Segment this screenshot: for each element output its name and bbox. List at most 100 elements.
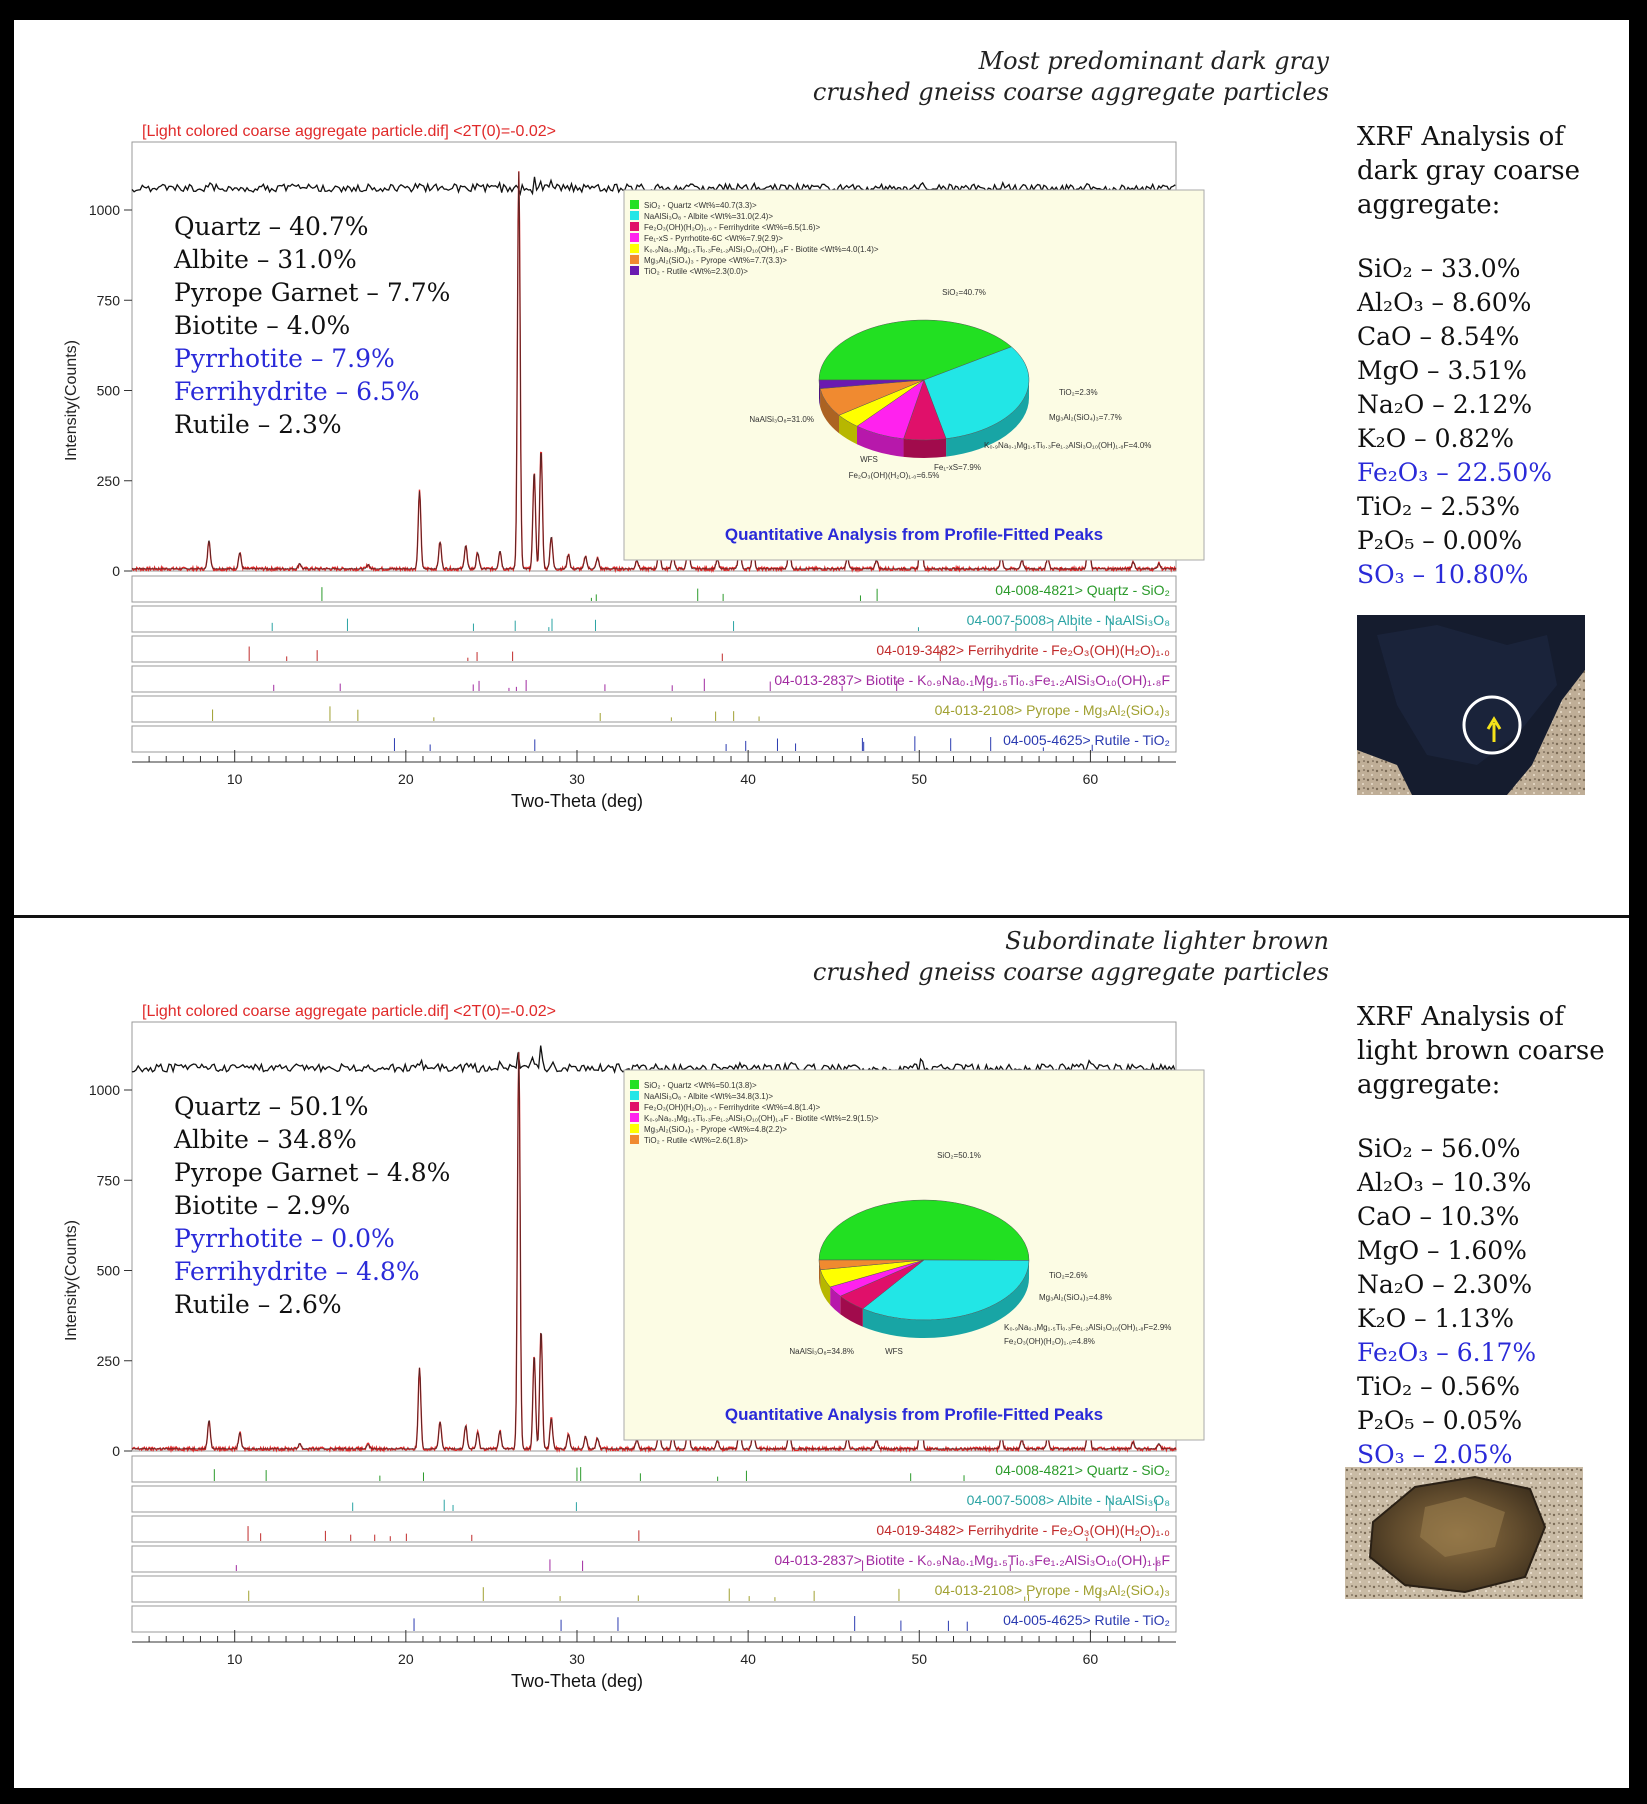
phase-strip xyxy=(131,725,1177,753)
xrf-item: P₂O₅ – 0.00% xyxy=(1357,526,1523,555)
phase-label: 04-007-5008> Albite - NaAlSi₃O₈ xyxy=(967,612,1170,628)
phase-label: 04-019-3482> Ferrihydrite - Fe₂O₃(OH)(H₂… xyxy=(876,642,1170,658)
mineral-item: Quartz – 40.7% xyxy=(174,212,369,241)
legend-swatch xyxy=(630,1113,639,1122)
phase-label: 04-013-2837> Biotite - K₀.₉Na₀.₁Mg₁.₅Ti₀… xyxy=(774,672,1170,688)
phase-strip xyxy=(131,575,1177,603)
xrf-item: Na₂O – 2.12% xyxy=(1357,390,1533,419)
xrf-item: P₂O₅ – 0.05% xyxy=(1357,1406,1523,1435)
mineral-item: Biotite – 4.0% xyxy=(174,311,351,340)
pie-slice-side xyxy=(903,438,947,459)
legend-entry: SiO₂ - Quartz <Wt%=50.1(3.8)> xyxy=(644,1081,757,1090)
legend-entry: Fe₂O₃(OH)(H₂O)₁.₀ - Ferrihydrite <Wt%=4.… xyxy=(644,1103,821,1112)
mineral-item: Albite – 31.0% xyxy=(174,245,357,274)
legend-entry: Fe₂O₃(OH)(H₂O)₁.₀ - Ferrihydrite <Wt%=6.… xyxy=(644,223,821,232)
panel-dark-gray: Most predominant dark gray crushed gneis… xyxy=(14,20,1629,900)
inset-title: Quantitative Analysis from Profile-Fitte… xyxy=(725,1405,1103,1424)
y-tick-label: 250 xyxy=(97,1353,121,1369)
phase-label: 04-007-5008> Albite - NaAlSi₃O₈ xyxy=(967,1492,1170,1508)
quant-inset: SiO₂ - Quartz <Wt%=40.7(3.3)> NaAlSi₃O₈ -… xyxy=(623,189,1205,561)
phase-label: 04-013-2108> Pyrope - Mg₃Al₂(SiO₄)₃ xyxy=(935,1582,1170,1598)
panel-subtitle: Subordinate lighter brown crushed gneiss… xyxy=(813,926,1329,988)
phase-strip xyxy=(131,1605,1177,1633)
phase-label: 04-013-2108> Pyrope - Mg₃Al₂(SiO₄)₃ xyxy=(935,702,1170,718)
mineral-item: Pyrope Garnet – 4.8% xyxy=(174,1158,451,1187)
legend-entry: Fe₁-xS - Pyrrhotite-6C <Wt%=7.9(2.9)> xyxy=(644,234,783,243)
x-tick-label: 10 xyxy=(227,1651,243,1667)
x-axis-label: Two-Theta (deg) xyxy=(511,791,643,811)
xrf-item: SiO₂ – 56.0% xyxy=(1357,1134,1521,1163)
xrd-chart: [Light colored coarse aggregate particle… xyxy=(63,123,1205,811)
quant-inset: SiO₂ - Quartz <Wt%=50.1(3.8)> NaAlSi₃O₈ -… xyxy=(623,1069,1205,1441)
figure-sheet: Most predominant dark gray crushed gneis… xyxy=(14,20,1629,1788)
pie-slice-label: Fe₂O₃(OH)(H₂O)₁.₀=6.5% xyxy=(849,471,940,480)
legend-entry: Mg₃Al₂(SiO₄)₃ - Pyrope <Wt%=4.8(2.2)> xyxy=(644,1125,787,1134)
mineral-item: Rutile – 2.3% xyxy=(174,410,342,439)
legend-swatch xyxy=(630,1091,639,1100)
pie-slice-label: Mg₃Al₂(SiO₄)₃=7.7% xyxy=(1049,413,1122,422)
xrf-title: XRF Analysis of light brown coarse aggre… xyxy=(1357,1002,1605,1100)
legend-swatch xyxy=(630,1102,639,1111)
x-tick-label: 10 xyxy=(227,771,243,787)
subtitle-line-2: crushed gneiss coarse aggregate particle… xyxy=(812,78,1329,106)
panel-subtitle: Most predominant dark gray crushed gneis… xyxy=(813,46,1329,108)
legend-entry: K₀.₉Na₀.₁Mg₁.₅Ti₀.₃Fe₁.₂AlSi₃O₁₀(OH)₁.₈F… xyxy=(644,245,879,254)
pie-slice-label: NaAlSi₃O₈=34.8% xyxy=(789,1347,854,1356)
phase-strip xyxy=(131,1455,1177,1483)
x-tick-label: 30 xyxy=(569,771,585,787)
inset-title: Quantitative Analysis from Profile-Fitte… xyxy=(725,525,1103,544)
legend-entry: TiO₂ - Rutile <Wt%=2.6(1.8)> xyxy=(644,1136,748,1145)
pie-slice-label: WFS xyxy=(860,455,878,464)
y-axis-label: Intensity(Counts) xyxy=(63,340,80,461)
legend-swatch xyxy=(630,222,639,231)
x-tick-label: 20 xyxy=(398,771,414,787)
pie-slice-side xyxy=(840,1296,863,1327)
phase-label: 04-008-4821> Quartz - SiO₂ xyxy=(995,1462,1170,1478)
xrf-item: Na₂O – 2.30% xyxy=(1357,1270,1533,1299)
y-tick-label: 1000 xyxy=(89,1082,120,1098)
xrf-item: MgO – 1.60% xyxy=(1357,1236,1527,1265)
pie-slice-label: Fe₂O₃(OH)(H₂O)₁.₀=4.8% xyxy=(1004,1337,1095,1346)
x-tick-label: 40 xyxy=(740,1651,756,1667)
xrf-item: SiO₂ – 33.0% xyxy=(1357,254,1521,283)
legend-swatch xyxy=(630,211,639,220)
xrd-chart: [Light colored coarse aggregate particle… xyxy=(63,1003,1205,1691)
panel-divider xyxy=(14,915,1629,918)
y-tick-label: 750 xyxy=(97,292,121,308)
aggregate-photo xyxy=(1357,615,1585,795)
xrf-item: TiO₂ – 2.53% xyxy=(1357,492,1521,521)
pie-slice-side xyxy=(946,380,1029,457)
xrf-item: CaO – 10.3% xyxy=(1357,1202,1520,1231)
chart-header: [Light colored coarse aggregate particle… xyxy=(142,1003,556,1020)
phase-label: 04-005-4625> Rutile - TiO₂ xyxy=(1003,732,1170,748)
pie-slice-label: Mg₃Al₂(SiO₄)₃=4.8% xyxy=(1039,1293,1112,1302)
phase-label: 04-019-3482> Ferrihydrite - Fe₂O₃(OH)(H₂… xyxy=(876,1522,1170,1538)
legend-swatch xyxy=(630,200,639,209)
mineral-item: Albite – 34.8% xyxy=(174,1125,357,1154)
pie-slice xyxy=(818,1199,1030,1261)
pie-slice xyxy=(818,379,925,389)
xrf-list: SiO₂ – 56.0% Al₂O₃ – 10.3% CaO – 10.3% MgO … xyxy=(1357,1132,1607,1472)
mineral-item: Quartz – 50.1% xyxy=(174,1092,369,1121)
subtitle-line-1: Subordinate lighter brown xyxy=(1005,927,1329,955)
pie-slice xyxy=(923,346,1030,439)
pie-slice xyxy=(862,1259,1030,1321)
mineral-item: Ferrihydrite – 6.5% xyxy=(174,377,420,406)
legend-swatch xyxy=(630,255,639,264)
pie-slice-side xyxy=(839,415,857,445)
y-tick-label: 250 xyxy=(97,473,121,489)
mineral-item: Rutile – 2.6% xyxy=(174,1290,342,1319)
mineral-item: Biotite – 2.9% xyxy=(174,1191,351,1220)
phase-label: 04-013-2837> Biotite - K₀.₉Na₀.₁Mg₁.₅Ti₀… xyxy=(774,1552,1170,1568)
x-tick-label: 40 xyxy=(740,771,756,787)
pie-slice-label: K₀.₉Na₀.₁Mg₁.₅Ti₀.₃Fe₁.₂AlSi₃O₁₀(OH)₁.₈F… xyxy=(1004,1323,1171,1332)
phase-strip xyxy=(131,1545,1177,1573)
pie-slice-side xyxy=(820,1269,831,1305)
aggregate-photo xyxy=(1345,1467,1583,1599)
legend-entry: TiO₂ - Rutile <Wt%=2.3(0.0)> xyxy=(644,267,748,276)
phase-label: 04-005-4625> Rutile - TiO₂ xyxy=(1003,1612,1170,1628)
mineral-item: Pyrrhotite – 0.0% xyxy=(174,1224,395,1253)
xrf-item: Fe₂O₃ – 6.17% xyxy=(1357,1338,1537,1367)
legend-swatch xyxy=(630,233,639,242)
xrf-analysis: XRF Analysis of dark gray coarse aggrega… xyxy=(1357,120,1607,592)
